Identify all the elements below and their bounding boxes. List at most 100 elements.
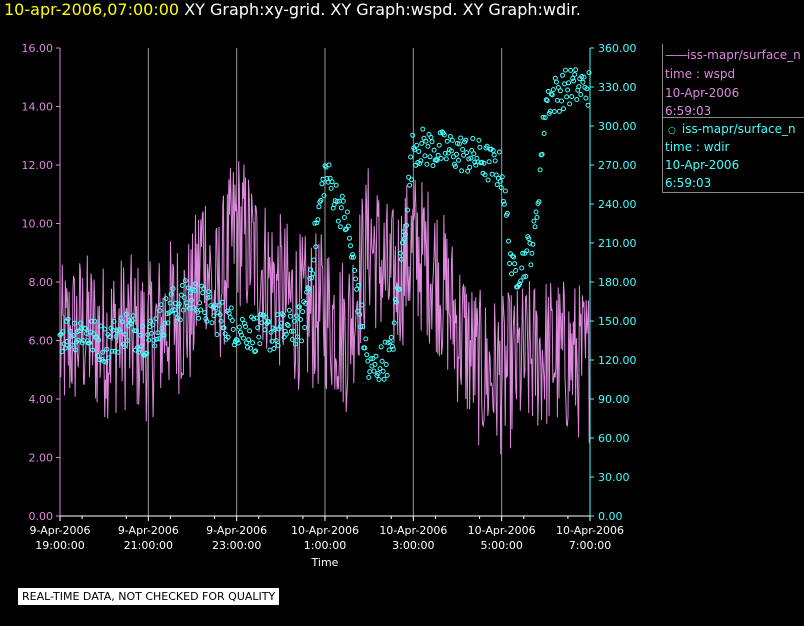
wdir-point [407, 182, 413, 188]
wdir-point [530, 241, 536, 247]
wdir-point [123, 311, 129, 317]
wdir-point [121, 344, 127, 350]
wdir-point [476, 137, 482, 143]
wdir-point [554, 97, 560, 103]
wdir-point [333, 182, 339, 188]
legend-wspd-field: time : wspd [665, 67, 736, 81]
wdir-point [87, 340, 93, 346]
wdir-point [231, 342, 237, 348]
legend-wdir-name: ○ iss-mapr/surface_n [668, 122, 796, 136]
wdir-point [282, 328, 288, 334]
wdir-point [540, 114, 546, 120]
wdir-point [527, 240, 533, 246]
wdir-point [529, 250, 535, 256]
wdir-point [456, 157, 461, 163]
wdir-point [197, 300, 203, 306]
wdir-point [104, 346, 110, 352]
wdir-point [241, 335, 246, 341]
wdir-point [216, 302, 222, 308]
wdir-point [213, 305, 219, 311]
wdir-point [422, 153, 428, 159]
wdir-point [237, 329, 243, 335]
wdir-point [329, 179, 335, 185]
chart-title: 10-apr-2006,07:00:00 XY Graph:xy-grid. X… [4, 0, 581, 19]
wdir-point [239, 316, 245, 322]
wdir-point [471, 151, 477, 157]
wdir-point [222, 331, 228, 337]
y-right-tick-label: 30.00 [598, 471, 630, 484]
wdir-point [420, 126, 426, 132]
wdir-point [435, 152, 441, 158]
wdir-point [544, 98, 550, 103]
quality-disclaimer: REAL-TIME DATA, NOT CHECKED FOR QUALITY [18, 588, 280, 605]
wdir-point [153, 316, 159, 322]
wdir-point [310, 271, 316, 277]
wdir-point [138, 332, 143, 338]
y-left-tick-label: 2.00 [29, 452, 54, 465]
wdir-point [574, 97, 580, 102]
wdir-point [430, 163, 436, 169]
wdir-point [158, 302, 164, 308]
wdir-point [414, 142, 420, 148]
wdir-point [257, 341, 263, 347]
wdir-point [570, 75, 576, 81]
wdir-point [511, 254, 517, 260]
wdir-point [490, 148, 496, 153]
wdir-point [501, 201, 507, 207]
wdir-point [115, 349, 121, 355]
wdir-point [211, 313, 217, 319]
wdir-point [100, 349, 106, 355]
wdir-point [347, 235, 352, 241]
wdir-point [431, 147, 437, 153]
wdir-point [576, 84, 582, 90]
wdir-point [412, 147, 418, 153]
wdir-point [519, 265, 525, 271]
wdir-point [79, 340, 85, 346]
wdir-point [585, 102, 591, 108]
wdir-point [352, 268, 358, 273]
wdir-point [379, 358, 385, 364]
wdir-point [489, 171, 495, 177]
wdir-point [427, 154, 433, 160]
wdir-point [418, 158, 424, 164]
wdir-point [360, 324, 366, 329]
wdir-point [468, 155, 474, 161]
wdir-point [71, 320, 77, 326]
wdir-point [179, 283, 185, 288]
wdir-point [458, 135, 464, 141]
wdir-point [245, 344, 250, 350]
y-right-tick-label: 150.00 [598, 315, 637, 328]
wdir-point [463, 137, 469, 143]
wdir-point [434, 157, 440, 163]
wdir-point [459, 168, 465, 174]
wdir-point [159, 325, 165, 331]
wdir-point [300, 309, 306, 315]
wdir-point [494, 182, 500, 188]
wdir-point [170, 286, 176, 292]
wdir-point [191, 305, 196, 311]
wdir-point [566, 80, 572, 86]
wdir-point [362, 345, 368, 351]
wdir-point [274, 312, 280, 318]
wdir-point [482, 172, 488, 178]
wdir-point [350, 252, 355, 258]
wdir-point [510, 253, 515, 259]
wdir-point [498, 185, 504, 191]
wdir-point [92, 318, 98, 324]
wdir-point [228, 305, 234, 311]
wdir-point [383, 362, 389, 367]
wdir-point [70, 333, 76, 339]
wdir-point [536, 199, 542, 205]
x-tick-time: 19:00:00 [35, 539, 84, 552]
wdir-point [111, 318, 117, 324]
wdir-point [335, 218, 341, 224]
wdir-point [550, 87, 556, 93]
wdir-point [345, 223, 351, 229]
wdir-point [119, 319, 125, 325]
wdir-point [161, 332, 167, 338]
wdir-point [572, 72, 578, 77]
wdir-point [410, 132, 416, 138]
wdir-point [266, 319, 272, 325]
wdir-point [242, 321, 247, 326]
legend-divider [662, 117, 804, 118]
